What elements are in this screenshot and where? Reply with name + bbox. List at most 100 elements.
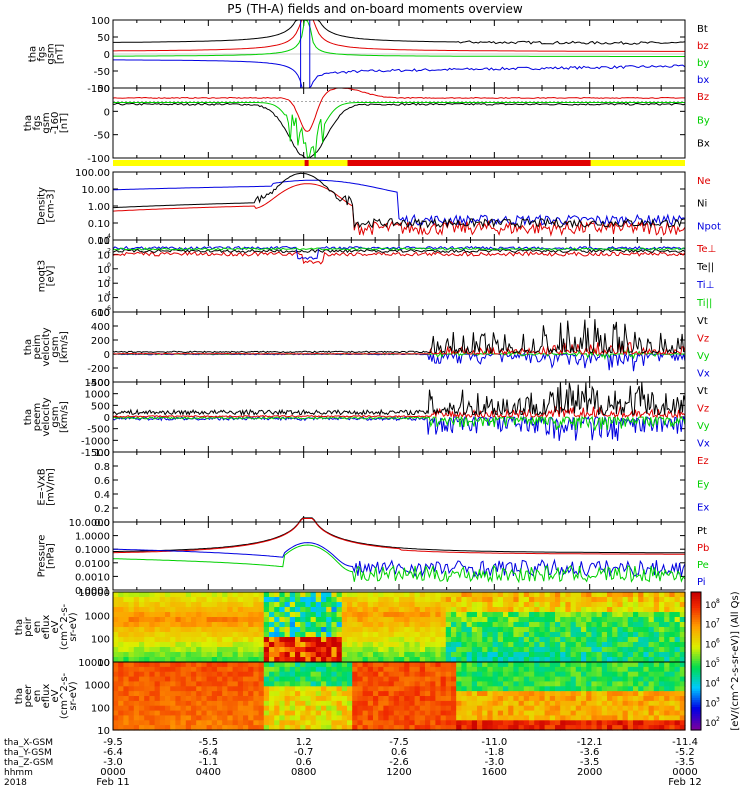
heatmap-cell (362, 612, 369, 618)
heatmap-cell (154, 607, 161, 613)
heatmap-cell (409, 725, 416, 731)
heatmap-cell (529, 637, 535, 643)
heatmap-cell (549, 720, 556, 726)
heatmap-cell (201, 657, 208, 663)
heatmap-cell (674, 637, 681, 643)
heatmap-cell (549, 647, 556, 653)
heatmap-cell (232, 652, 239, 658)
colorbar-cell (691, 723, 701, 726)
heatmap-cell (269, 592, 275, 598)
heatmap-cell (139, 715, 145, 721)
heatmap-cell (393, 607, 400, 613)
heatmap-cell (237, 696, 244, 702)
heatmap-cell (383, 710, 390, 717)
heatmap-cell (222, 612, 228, 618)
heatmap-cell (237, 700, 244, 707)
heatmap-cell (279, 720, 286, 726)
heatmap-cell (581, 657, 587, 663)
y-tick-label: 1.0 (94, 448, 110, 459)
heatmap-cell (565, 671, 572, 678)
heatmap-cell (508, 657, 514, 663)
heatmap-cell (347, 710, 353, 717)
heatmap-cell (414, 691, 421, 697)
y-tick-exponent: -2 (105, 276, 111, 283)
heatmap-cell (269, 612, 275, 618)
heatmap-cell (378, 642, 384, 648)
heatmap-cell (295, 715, 301, 721)
heatmap-cell (170, 710, 176, 717)
heatmap-cell (549, 622, 556, 628)
heatmap-cell (445, 662, 452, 668)
y-axis-label: [km/s] (59, 401, 70, 433)
heatmap-cell (445, 681, 452, 687)
heatmap-cell (477, 671, 483, 678)
heatmap-cell (451, 632, 457, 638)
heatmap-cell (633, 647, 639, 653)
heatmap-cell (347, 632, 353, 638)
heatmap-cell (659, 666, 665, 673)
heatmap-cell (295, 705, 301, 712)
heatmap-cell (518, 662, 525, 668)
heatmap-cell (399, 652, 405, 658)
heatmap-cell (206, 612, 213, 618)
heatmap-cell (191, 700, 197, 707)
heatmap-cell (669, 691, 676, 697)
heatmap-cell (196, 676, 202, 683)
heatmap-cell (336, 666, 343, 673)
heatmap-cell (149, 715, 156, 721)
heatmap-cell (503, 617, 509, 623)
heatmap-cell (456, 627, 462, 633)
heatmap-cell (258, 657, 265, 663)
heatmap-cell (622, 725, 629, 731)
y-tick-label: 100 (91, 16, 110, 27)
heatmap-cell (336, 647, 343, 653)
heatmap-cell (565, 597, 572, 603)
heatmap-cell (315, 632, 322, 638)
heatmap-cell (321, 671, 327, 678)
heatmap-cell (643, 681, 650, 687)
heatmap-cell (487, 602, 494, 608)
heatmap-cell (253, 715, 260, 721)
heatmap-cell (274, 705, 280, 712)
heatmap-cell (159, 666, 166, 673)
heatmap-cell (399, 686, 405, 692)
heatmap-cell (419, 720, 426, 726)
heatmap-cell (497, 637, 504, 643)
heatmap-cell (305, 637, 312, 643)
heatmap-cell (679, 637, 686, 643)
heatmap-cell (393, 652, 400, 658)
heatmap-cell (419, 642, 426, 648)
heatmap-cell (497, 602, 504, 608)
heatmap-cell (513, 696, 520, 702)
heatmap-cell (388, 666, 395, 673)
heatmap-cell (565, 592, 572, 598)
heatmap-cell (289, 700, 296, 707)
heatmap-cell (560, 657, 566, 663)
heatmap-cell (451, 662, 457, 668)
heatmap-cell (170, 657, 176, 663)
heatmap-cell (154, 691, 161, 697)
heatmap-cell (232, 715, 239, 721)
heatmap-cell (284, 597, 291, 603)
heatmap-cell (305, 666, 312, 673)
heatmap-cell (638, 725, 644, 731)
heatmap-cell (310, 627, 317, 633)
heatmap-cell (243, 617, 249, 623)
heatmap-cell (284, 612, 291, 618)
heatmap-cell (357, 681, 364, 687)
heatmap-cell (284, 632, 291, 638)
heatmap-cell (315, 696, 322, 702)
heatmap-cell (440, 632, 447, 638)
heatmap-cell (133, 700, 140, 707)
heatmap-cell (284, 637, 291, 643)
heatmap-cell (575, 632, 582, 638)
heatmap-cell (227, 691, 234, 697)
heatmap-cell (549, 637, 556, 643)
heatmap-cell (347, 647, 353, 653)
heatmap-cell (591, 676, 598, 683)
heatmap-cell (461, 627, 468, 633)
heatmap-cell (648, 666, 655, 673)
heatmap-cell (336, 676, 343, 683)
heatmap-cell (669, 666, 676, 673)
heatmap-cell (149, 642, 156, 648)
